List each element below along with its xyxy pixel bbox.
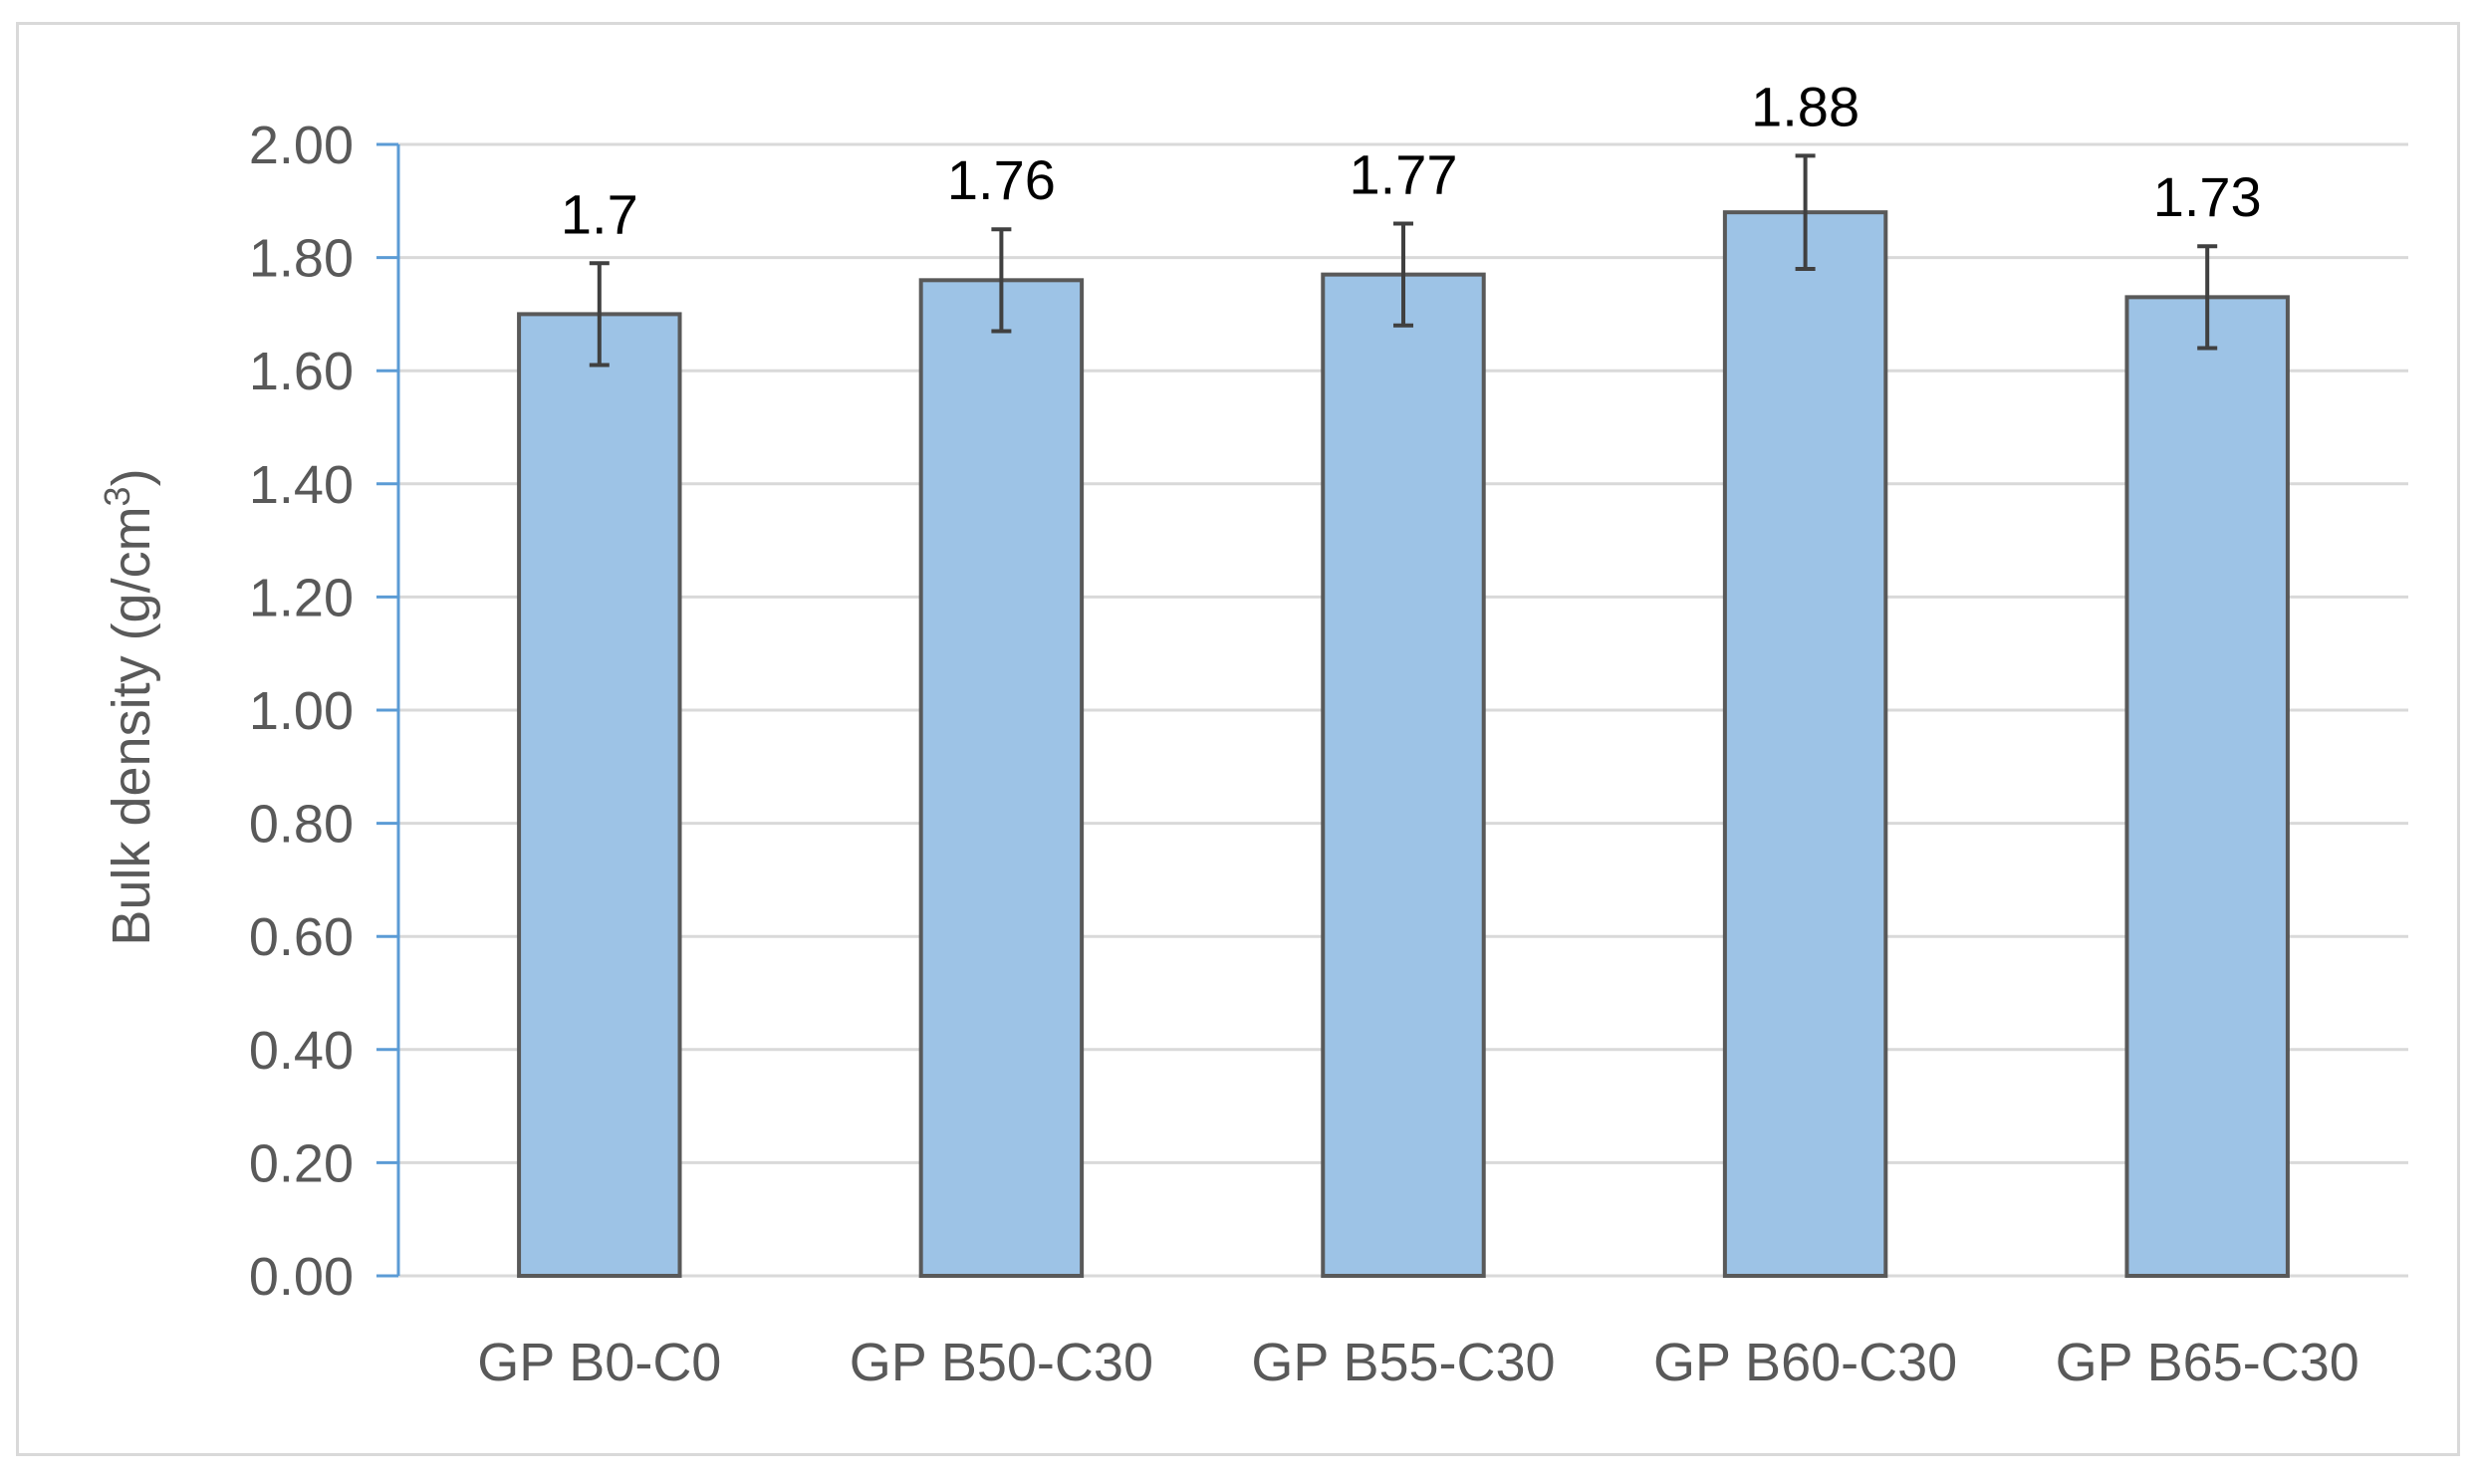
y-tick-label: 1.40 xyxy=(249,455,354,515)
bar xyxy=(1321,272,1486,1278)
y-tick-label: 1.80 xyxy=(249,229,354,289)
data-label: 1.7 xyxy=(561,182,638,245)
y-tick-label: 0.60 xyxy=(249,907,354,967)
y-axis xyxy=(376,142,400,1278)
data-label: 1.76 xyxy=(947,148,1056,211)
y-axis-title: Bulk density (g/cm3) xyxy=(97,468,161,945)
bar xyxy=(918,278,1085,1278)
y-tick-label: 1.00 xyxy=(249,681,354,741)
y-tick-label: 0.20 xyxy=(249,1133,354,1193)
bar xyxy=(1722,210,1888,1278)
data-label: 1.88 xyxy=(1751,75,1859,137)
error-bar xyxy=(991,227,1012,334)
bars xyxy=(517,153,2290,1278)
y-tick-label: 0.40 xyxy=(249,1021,354,1081)
error-bar xyxy=(589,261,610,368)
chart-frame xyxy=(16,22,2460,1456)
y-tick-label: 0.00 xyxy=(249,1247,354,1307)
x-tick-label: GP B60-C30 xyxy=(1653,1333,1957,1392)
x-tick-label: GP B65-C30 xyxy=(2056,1333,2359,1392)
error-bar xyxy=(1795,153,1816,271)
error-bar xyxy=(2197,244,2218,351)
y-tick-label: 0.80 xyxy=(249,795,354,855)
x-tick-labels: GP B0-C0 GP B50-C30 GP B55-C30 GP B60-C30 GP… xyxy=(477,1333,2359,1392)
x-tick-label: GP B55-C30 xyxy=(1251,1333,1555,1392)
data-label: 1.77 xyxy=(1350,143,1458,206)
y-tick-label: 1.60 xyxy=(249,342,354,401)
bar xyxy=(2124,295,2290,1278)
y-tick-label: 1.20 xyxy=(249,568,354,627)
bar xyxy=(517,312,682,1278)
x-tick-label: GP B0-C0 xyxy=(477,1333,721,1392)
x-tick-label: GP B50-C30 xyxy=(850,1333,1153,1392)
data-label: 1.73 xyxy=(2153,165,2262,228)
data-labels: 1.7 1.76 1.77 1.88 1.73 xyxy=(561,75,2262,245)
error-bar xyxy=(1393,221,1413,328)
y-tick-label: 2.00 xyxy=(249,116,354,175)
y-tick-labels: 0.00 0.20 0.40 0.60 0.80 1.00 1.20 1.40 1.60 1.80… xyxy=(249,116,354,1307)
